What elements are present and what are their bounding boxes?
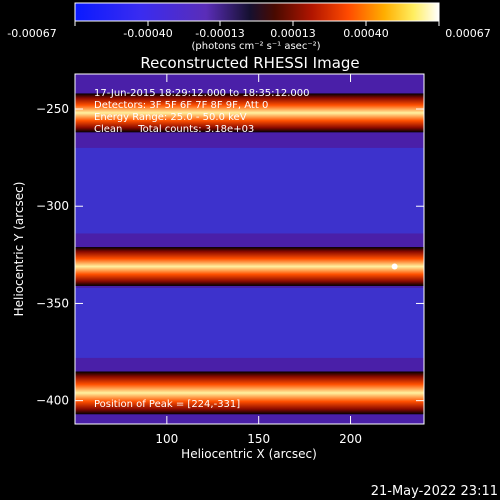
colorbar-tick-label: -0.00040 xyxy=(123,27,172,40)
axis-ticks: 100 150 200 −250 −300 −350 −400 xyxy=(36,74,424,446)
y-axis-label: Heliocentric Y (arcsec) xyxy=(12,182,26,317)
y-tick-label: −400 xyxy=(36,394,69,408)
colorbar-ticks xyxy=(74,21,440,26)
emission-band-2 xyxy=(75,247,424,286)
info-line-time: 17-Jun-2015 18:29:12.000 to 18:35:12.000 xyxy=(94,88,310,99)
peak-marker xyxy=(391,263,398,270)
x-axis-label: Heliocentric X (arcsec) xyxy=(181,447,317,461)
emission-band-4 xyxy=(75,371,424,415)
dim-region-3 xyxy=(75,287,424,358)
x-tick-label: 200 xyxy=(339,432,362,446)
colorbar-tick-label: -0.00013 xyxy=(195,27,244,40)
y-tick-label: −250 xyxy=(36,102,69,116)
colorbar xyxy=(74,2,440,22)
y-tick-label: −300 xyxy=(36,199,69,213)
info-line-detectors: Detectors: 3F 5F 6F 7F 8F 9F, Att 0 xyxy=(94,100,268,111)
footer-timestamp: 21-May-2022 23:11 xyxy=(371,484,498,499)
colorbar-tick-label: 0.00013 xyxy=(270,27,316,40)
colorbar-unit-label: (photons cm⁻² s⁻¹ asec⁻²) xyxy=(191,41,320,52)
peak-position-label: Position of Peak = [224,-331] xyxy=(94,399,240,410)
colorbar-tick-label: -0.00067 xyxy=(7,27,56,40)
colorbar-tick-label: 0.00067 xyxy=(445,27,491,40)
y-tick-label: −350 xyxy=(36,296,69,310)
info-line-energy: Energy Range: 25.0 - 50.0 keV xyxy=(94,112,247,123)
x-tick-label: 150 xyxy=(247,432,270,446)
chart-title: Reconstructed RHESSI Image xyxy=(140,54,359,72)
emission-band-0 xyxy=(75,93,424,133)
x-tick-label: 100 xyxy=(155,432,178,446)
plot-frame xyxy=(74,73,425,425)
colorbar-tick-label: 0.00040 xyxy=(343,27,389,40)
dim-region-1 xyxy=(75,147,424,234)
info-line-clean: Clean Total counts: 3.18e+03 xyxy=(94,124,254,135)
